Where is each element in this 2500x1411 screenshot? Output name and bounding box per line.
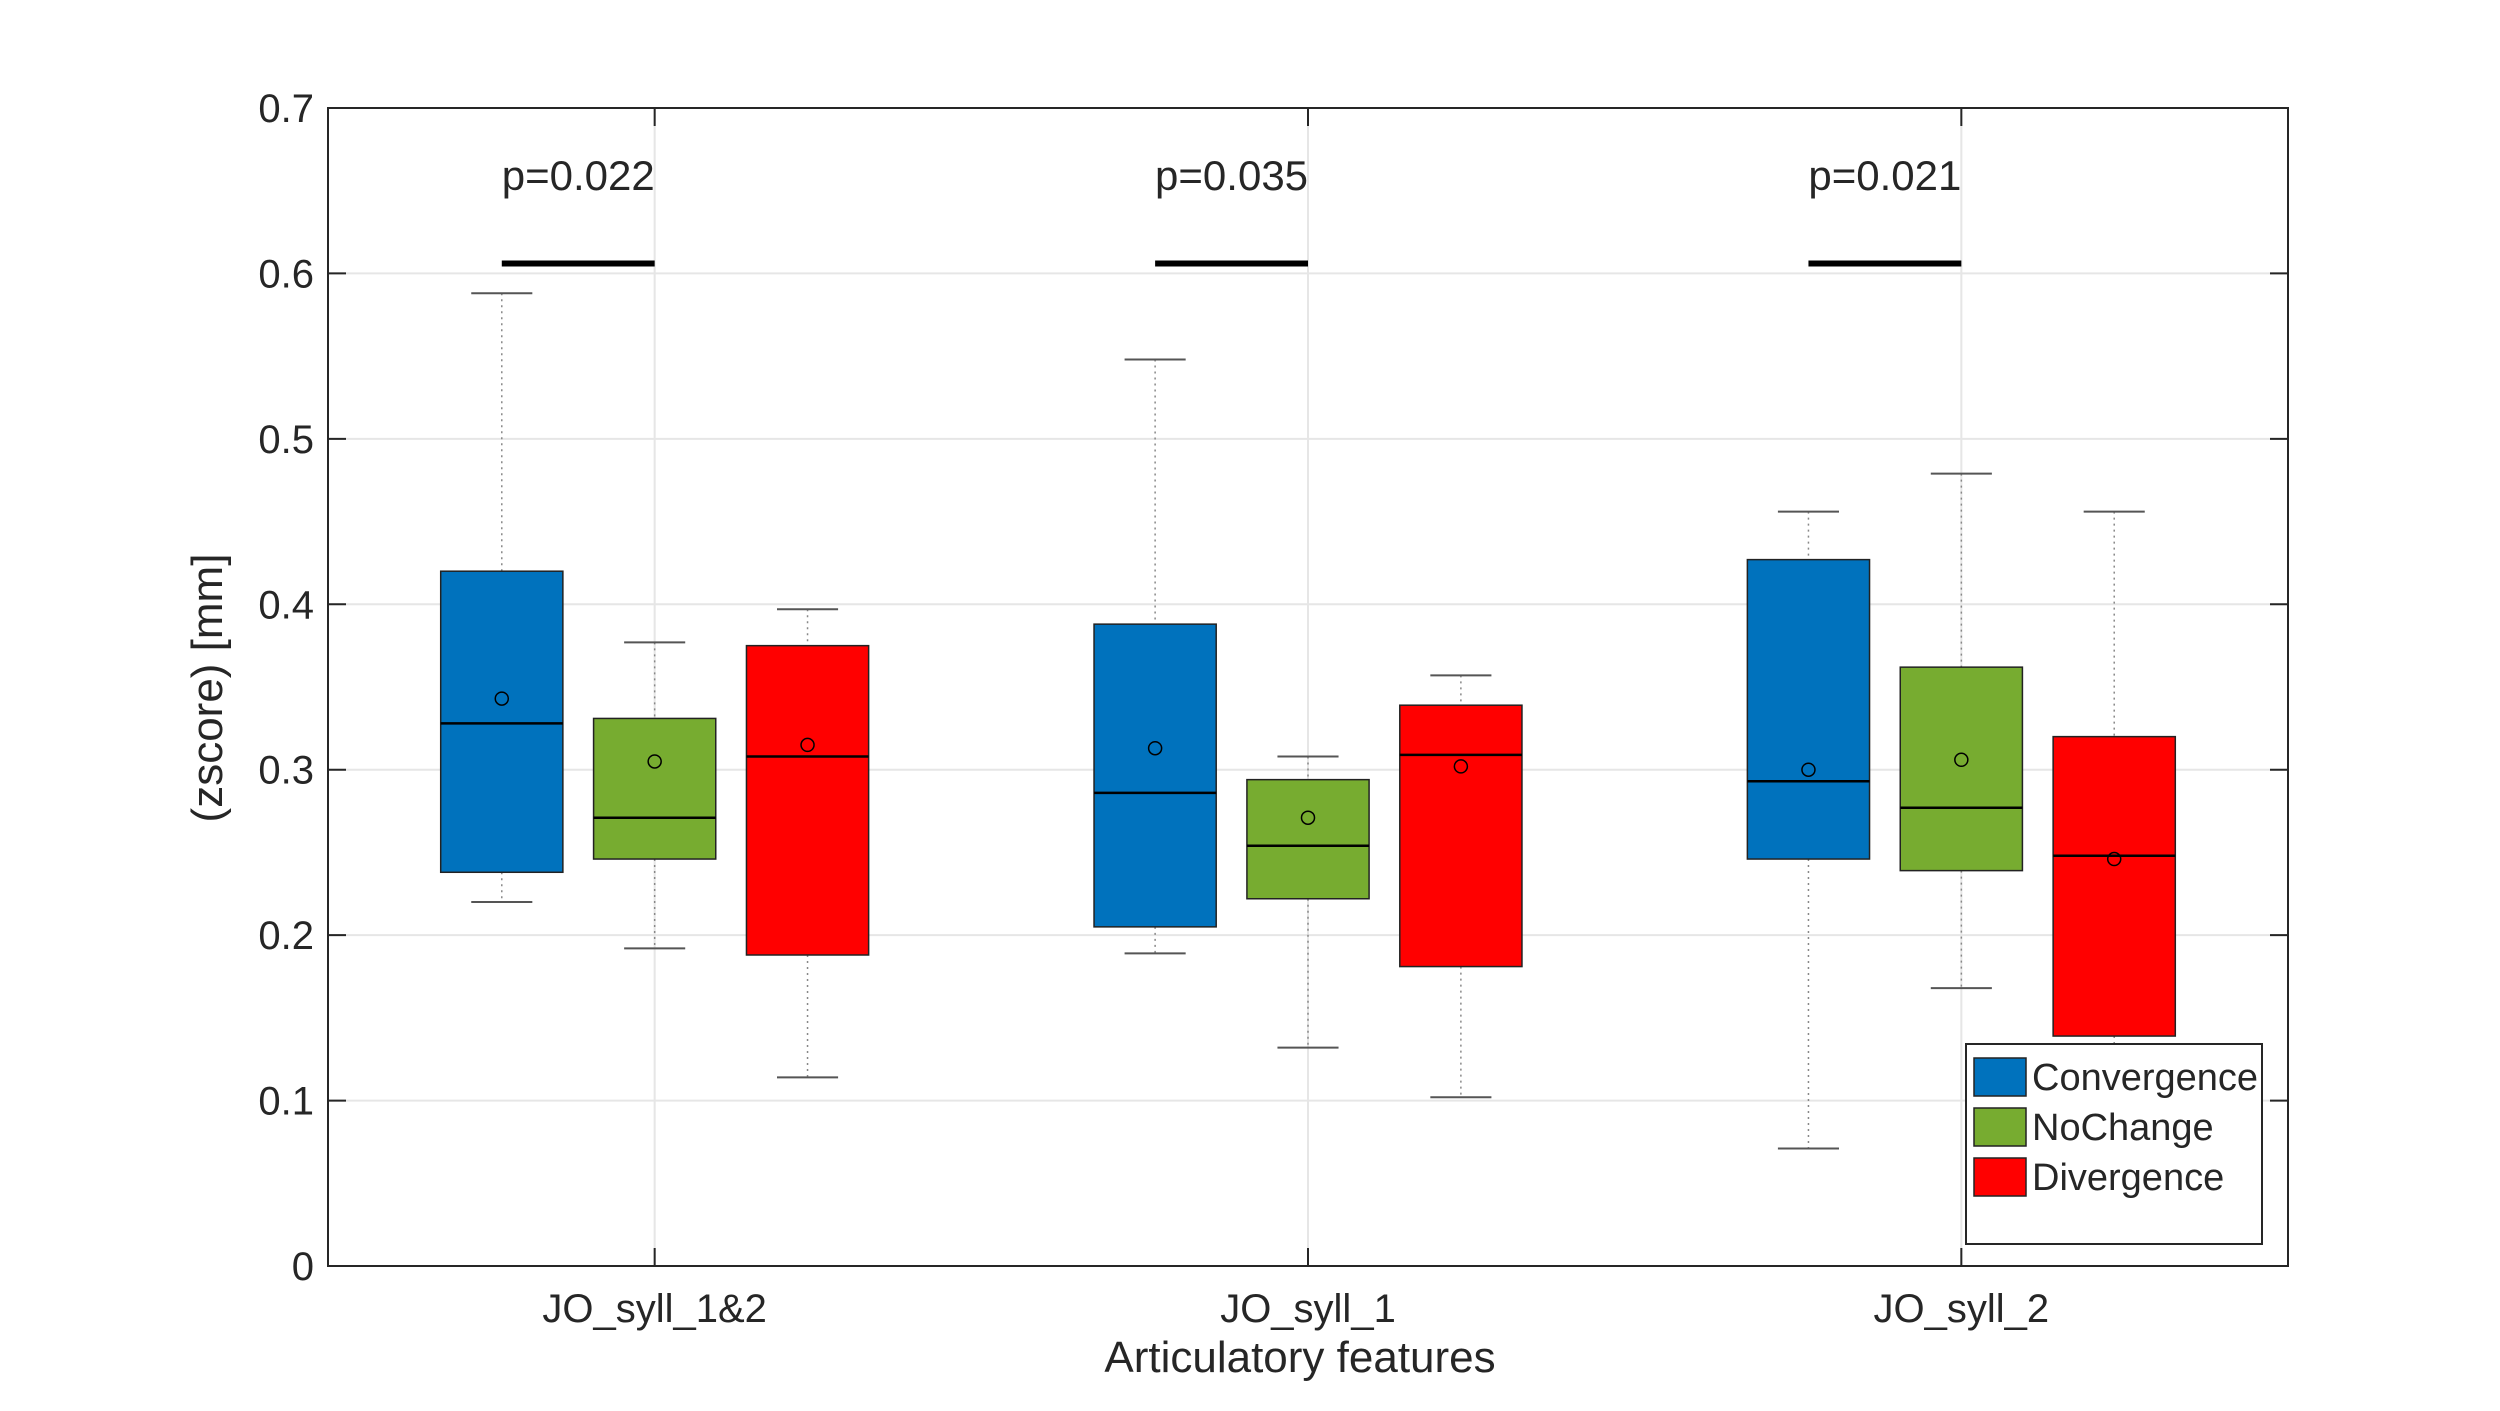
mean-marker <box>1954 752 1969 768</box>
legend-swatch-divergence <box>1973 1157 2027 1197</box>
box-divergence <box>2052 735 2177 1037</box>
legend-swatch-nochange <box>1973 1107 2027 1147</box>
mean-marker <box>1300 810 1316 825</box>
x-tick-label: JO_syll_2 <box>1874 1287 2050 1331</box>
y-tick-label: 0 <box>292 1245 314 1289</box>
mean-marker <box>1453 759 1469 774</box>
mean-marker <box>647 754 662 769</box>
box-group <box>745 608 870 1079</box>
mean-marker <box>800 737 815 753</box>
y-tick-label: 0.7 <box>258 87 314 131</box>
box-convergence <box>439 570 564 874</box>
legend: Convergence NoChange Divergence <box>1965 1043 2263 1245</box>
x-tick-label: JO_syll_1 <box>1220 1287 1396 1331</box>
y-tick-label: 0.3 <box>258 749 314 793</box>
box-divergence <box>1399 704 1523 968</box>
box-nochange <box>1899 666 2024 872</box>
y-axis-title: (zscore) [mm] <box>183 554 232 823</box>
axes: 0 0.1 0.2 0.3 0.4 0.5 0.6 0.7 JO_syll_1&2 JO_syll… <box>258 87 2289 1331</box>
mean-marker <box>2106 851 2122 867</box>
box-group <box>2052 510 2177 1059</box>
legend-label: NoChange <box>2032 1107 2214 1149</box>
box-group <box>1399 674 1523 1099</box>
box-divergence <box>745 644 870 956</box>
box-group <box>1093 358 1217 955</box>
box-convergence <box>1746 558 1871 860</box>
box-group <box>439 292 564 904</box>
mean-marker <box>1801 762 1816 777</box>
mean-marker <box>494 691 510 706</box>
box-group <box>1746 510 1871 1150</box>
y-tick-label: 0.4 <box>258 583 314 627</box>
x-axis-title: Articulatory features <box>1104 1333 1495 1382</box>
x-tick-label: JO_syll_1&2 <box>542 1287 767 1331</box>
box-nochange <box>1246 778 1370 900</box>
box-group <box>1899 472 2024 990</box>
y-tick-label: 0.2 <box>258 914 314 958</box>
p-value-label: p=0.021 <box>1808 152 1961 199</box>
mean-marker <box>1147 740 1163 756</box>
box-group <box>592 641 717 950</box>
plot-area: p=0.022 p=0.035 p=0.021 <box>439 152 2177 1150</box>
p-value-label: p=0.022 <box>502 152 655 199</box>
y-tick-label: 0.1 <box>258 1080 314 1124</box>
legend-label: Convergence <box>2032 1057 2258 1099</box>
y-tick-label: 0.6 <box>258 252 314 296</box>
box-convergence <box>1093 623 1217 928</box>
box-nochange <box>592 717 717 860</box>
y-tick-label: 0.5 <box>258 418 314 462</box>
p-value-label: p=0.035 <box>1155 152 1308 199</box>
legend-label: Divergence <box>2032 1157 2224 1199</box>
box-group <box>1246 755 1370 1049</box>
legend-swatch-convergence <box>1973 1057 2027 1097</box>
